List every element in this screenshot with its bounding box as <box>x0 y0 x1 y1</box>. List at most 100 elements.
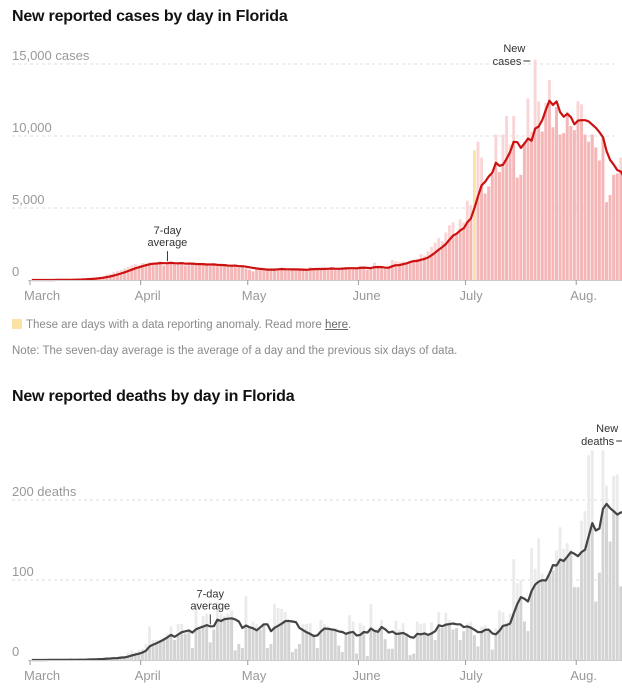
deaths-bar <box>323 624 326 660</box>
cases-gridlines: 0 5,000 10,000 15,000 cases <box>12 48 614 279</box>
anomaly-legend-text: These are days with a data reporting ano… <box>26 319 325 331</box>
deaths-bar-below-average <box>605 503 608 660</box>
deaths-bar <box>126 652 130 660</box>
deaths-bar <box>348 615 351 660</box>
deaths-bar-below-average <box>155 643 159 660</box>
cases-bar-below-average <box>440 247 444 280</box>
deaths-bar <box>237 644 241 660</box>
deaths-bar <box>522 621 526 660</box>
deaths-bar-below-average <box>544 581 548 660</box>
deaths-bar <box>433 640 437 660</box>
deaths-bar-below-average <box>398 633 401 660</box>
cases-bar-below-average <box>294 269 298 280</box>
cases-bar-below-average <box>483 193 487 280</box>
cases-bar-below-average <box>494 162 498 280</box>
deaths-bar-below-average <box>483 629 487 660</box>
cases-bar-below-average <box>115 274 119 280</box>
deaths-x-tick-label: May <box>242 668 267 683</box>
cases-average-line <box>31 99 622 282</box>
deaths-bar-below-average <box>187 631 191 660</box>
deaths-bar-below-average <box>615 514 619 660</box>
cases-bar-below-average <box>423 258 426 280</box>
deaths-bar-below-average <box>530 590 533 660</box>
deaths-bar <box>330 628 334 660</box>
cases-bar-below-average <box>590 134 594 280</box>
deaths-bar <box>565 543 569 660</box>
deaths-bar-below-average <box>294 648 298 660</box>
deaths-bar <box>540 573 544 660</box>
cases-bar-below-average <box>333 268 337 280</box>
method-note: Note: The seven-day average is the avera… <box>12 345 458 357</box>
deaths-bar <box>605 485 608 660</box>
deaths-bar-below-average <box>540 580 544 660</box>
cases-avg-label-line1: 7-day <box>154 225 182 237</box>
deaths-bar-below-average <box>226 618 230 660</box>
deaths-bar <box>144 644 148 660</box>
cases-bar-below-average <box>205 265 209 280</box>
deaths-bar-below-average <box>394 633 398 660</box>
deaths-bar <box>290 652 294 660</box>
deaths-bar <box>248 628 251 660</box>
cases-x-tick-label: Aug. <box>570 288 597 303</box>
deaths-bar <box>315 648 319 660</box>
cases-bar-below-average <box>530 140 533 280</box>
deaths-bar <box>165 633 169 660</box>
deaths-bar <box>537 538 541 660</box>
cases-bar-below-average <box>219 265 223 280</box>
deaths-bar <box>287 621 291 660</box>
deaths-x-tick-label: July <box>460 668 484 683</box>
deaths-bar <box>187 631 191 660</box>
deaths-bar-below-average <box>273 627 276 660</box>
deaths-bar <box>158 640 162 660</box>
deaths-bar-below-average <box>119 657 123 660</box>
deaths-bar-below-average <box>512 613 516 660</box>
cases-bar-below-average <box>451 235 455 280</box>
deaths-bar <box>251 621 255 660</box>
deaths-bar-below-average <box>565 556 569 660</box>
cases-x-tick-label: June <box>352 288 380 303</box>
deaths-average-line <box>31 502 622 662</box>
deaths-bar-below-average <box>440 628 444 660</box>
deaths-bar-below-average <box>280 623 284 660</box>
cases-bar-below-average <box>408 262 412 280</box>
cases-bar-below-average <box>605 202 608 280</box>
deaths-bar <box>583 511 587 660</box>
deaths-bar <box>362 625 366 660</box>
deaths-bar <box>444 612 448 660</box>
deaths-bar <box>590 450 594 660</box>
cases-x-tick-label: March <box>24 288 60 303</box>
deaths-bar <box>301 624 305 660</box>
cases-bar-below-average <box>608 195 612 280</box>
deaths-bar-below-average <box>401 632 405 660</box>
deaths-bar <box>365 656 369 660</box>
deaths-bar <box>176 624 180 660</box>
deaths-bar-below-average <box>251 628 255 660</box>
deaths-bar-below-average <box>426 634 430 660</box>
deaths-bar-below-average <box>415 633 419 660</box>
deaths-bar-below-average <box>330 629 334 660</box>
cases-bar-below-average <box>597 160 601 280</box>
deaths-bar-below-average <box>212 629 216 660</box>
cases-bar-below-average <box>258 268 262 280</box>
deaths-x-tick-label: Aug. <box>570 668 597 683</box>
cases-bar-below-average <box>226 267 230 280</box>
cases-bar-below-average <box>326 269 330 280</box>
deaths-bar-below-average <box>437 625 441 660</box>
deaths-bar-below-average <box>373 632 376 660</box>
cases-bar-below-average <box>240 266 244 280</box>
deaths-bar <box>412 653 416 660</box>
cases-bar-below-average <box>183 265 187 280</box>
deaths-bar <box>601 450 605 660</box>
deaths-bar <box>380 620 384 660</box>
cases-bar-below-average <box>469 218 473 280</box>
cases-bar-below-average <box>208 265 212 280</box>
read-more-link[interactable]: here <box>324 319 348 331</box>
deaths-bar-below-average <box>265 648 269 660</box>
cases-x-tick-label: July <box>460 288 484 303</box>
deaths-bar <box>98 658 101 660</box>
cases-bar-below-average <box>105 277 109 280</box>
cases-bar-below-average <box>401 264 405 280</box>
cases-bar-below-average <box>555 107 558 280</box>
cases-bar-below-average <box>112 275 116 280</box>
deaths-bar-below-average <box>587 536 591 660</box>
